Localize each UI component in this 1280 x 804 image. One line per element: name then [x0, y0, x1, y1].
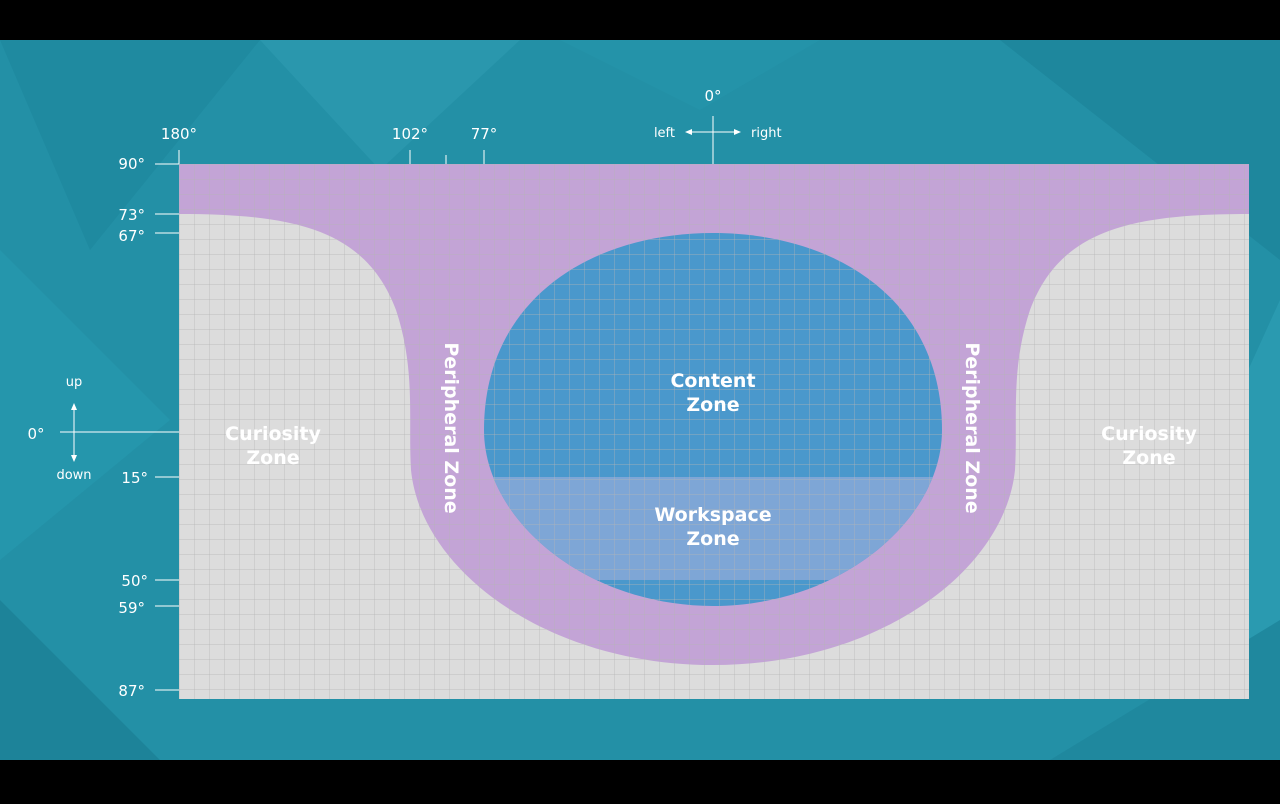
peripheral-right-label: Peripheral Zone [961, 342, 983, 513]
top-axis: 180° 102° 77° 0° left right [161, 87, 782, 164]
top-center-angle: 0° [704, 87, 721, 105]
left-label: left [654, 126, 675, 141]
left-tick-label-73: 73° [118, 206, 145, 224]
content-zone-line2: Zone [686, 394, 739, 416]
letterbox-top [0, 0, 1280, 40]
letterbox-bottom [0, 760, 1280, 800]
down-arrow-icon [71, 455, 77, 462]
left-tick-label-90: 90° [118, 155, 145, 173]
content-zone-line1: Content [670, 370, 755, 392]
right-arrow-icon [734, 129, 741, 135]
curiosity-left-line2: Zone [246, 447, 299, 469]
workspace-zone-line2: Zone [686, 528, 739, 550]
left-tick-label-59: 59° [118, 599, 145, 617]
peripheral-left-label: Peripheral Zone [440, 342, 462, 513]
up-label: up [66, 375, 83, 390]
curiosity-right-line1: Curiosity [1101, 423, 1197, 445]
left-arrow-icon [685, 129, 692, 135]
left-axis: 90° 73° 67° 15° 50° 59° 87° 0° up down [27, 155, 179, 700]
up-arrow-icon [71, 403, 77, 410]
curiosity-left-line1: Curiosity [225, 423, 321, 445]
down-label: down [56, 468, 91, 483]
curiosity-right-line2: Zone [1122, 447, 1175, 469]
top-tick-label-77: 77° [471, 125, 498, 143]
right-label: right [751, 126, 782, 141]
zone-labels: Curiosity Zone Curiosity Zone Peripheral… [225, 342, 1197, 550]
top-tick-label-180: 180° [161, 125, 197, 143]
workspace-zone-line1: Workspace [654, 504, 771, 526]
grid-lines [179, 164, 1249, 699]
left-tick-label-15: 15° [121, 469, 148, 487]
left-center-angle: 0° [27, 425, 44, 443]
left-tick-label-50: 50° [121, 572, 148, 590]
top-tick-label-102: 102° [392, 125, 428, 143]
left-tick-label-67: 67° [118, 227, 145, 245]
left-tick-label-87: 87° [118, 682, 145, 700]
